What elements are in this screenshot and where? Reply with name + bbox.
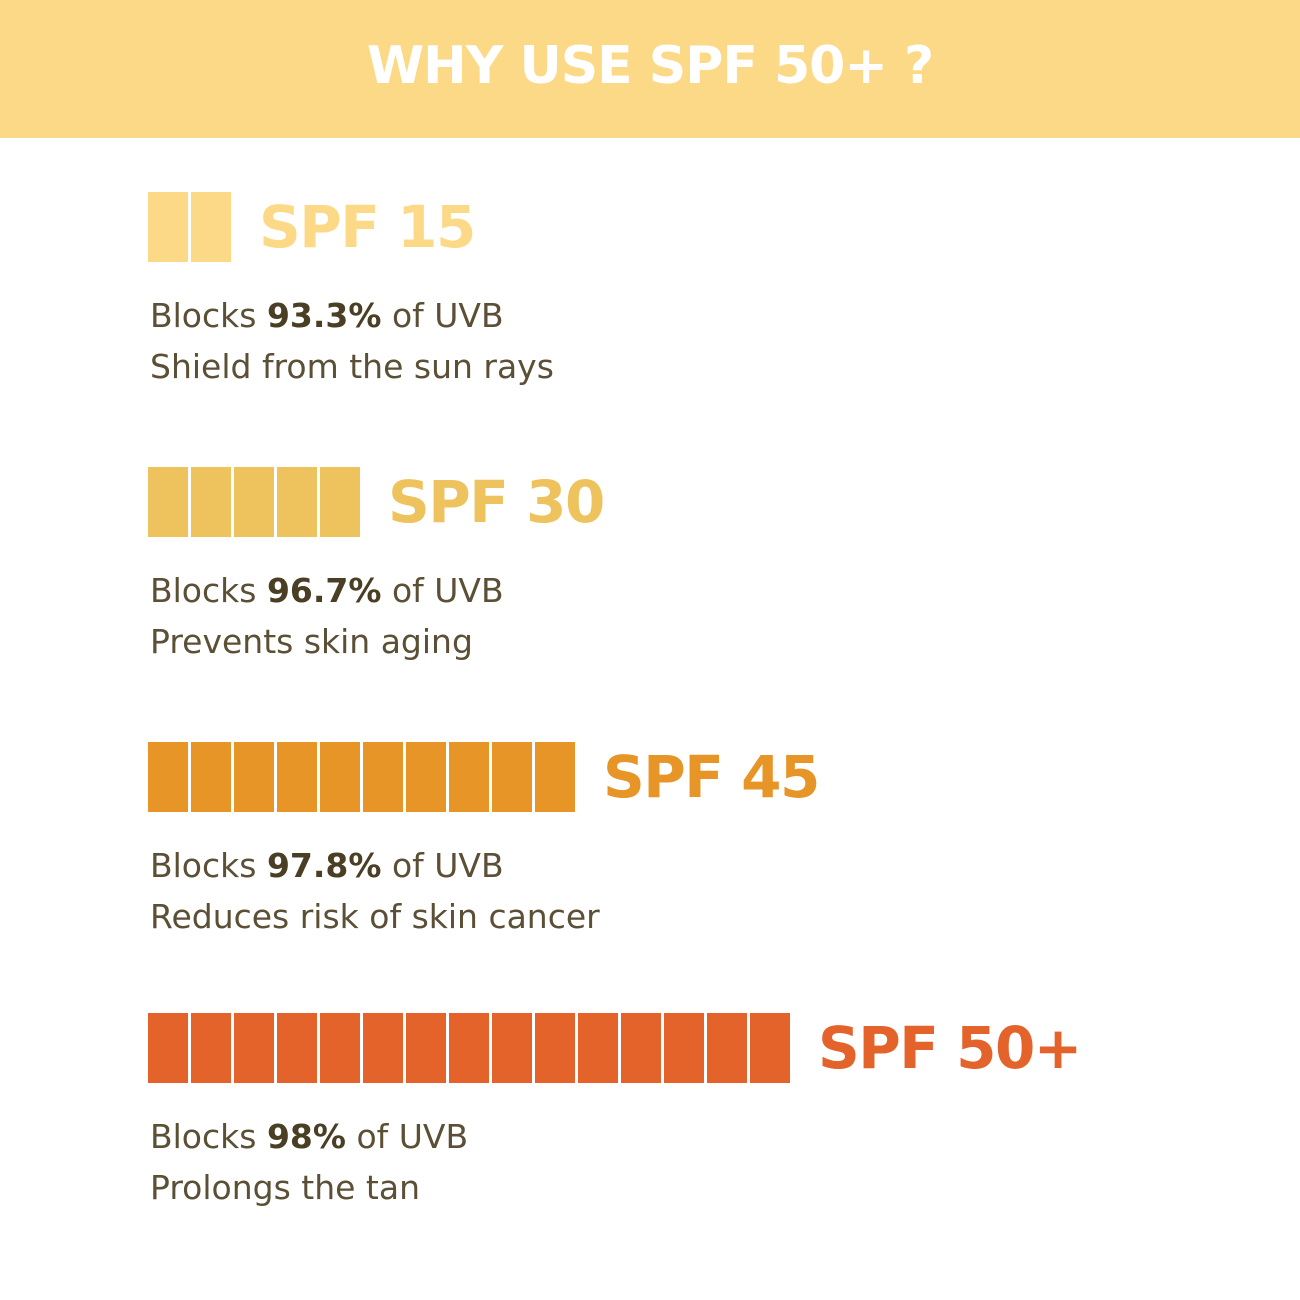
bar-segment xyxy=(750,1013,790,1083)
spf-50-bar xyxy=(148,1013,790,1083)
bar-segment xyxy=(492,742,532,812)
bar-segment xyxy=(621,1013,661,1083)
bar-segment xyxy=(492,1013,532,1083)
bar-segment xyxy=(148,742,188,812)
spf-30-percent: 96.7% xyxy=(266,571,382,610)
bar-segment xyxy=(449,1013,489,1083)
spf-15-description: Blocks 93.3% of UVB Shield from the sun … xyxy=(150,290,554,392)
bar-segment xyxy=(320,1013,360,1083)
spf-30-blocks-prefix: Blocks xyxy=(150,571,257,610)
spf-15-blocks-suffix: of UVB xyxy=(391,296,504,335)
bar-segment xyxy=(191,1013,231,1083)
page-title: WHY USE SPF 50+ ? xyxy=(366,36,934,96)
bar-segment xyxy=(148,467,188,537)
spf-15-bar xyxy=(148,192,231,262)
spf-15-blocks-line: Blocks 93.3% of UVB xyxy=(150,290,554,341)
spf-30-description: Blocks 96.7% of UVB Prevents skin aging xyxy=(150,565,604,667)
spf-45-blocks-suffix: of UVB xyxy=(391,846,504,885)
bar-segment xyxy=(277,1013,317,1083)
spf-50-percent: 98% xyxy=(266,1117,346,1156)
spf-15-percent: 93.3% xyxy=(266,296,382,335)
spf-50-blocks-suffix: of UVB xyxy=(356,1117,469,1156)
spf-45-percent: 97.8% xyxy=(266,846,382,885)
bar-segment xyxy=(535,1013,575,1083)
spf-45-blocks-prefix: Blocks xyxy=(150,846,257,885)
bar-segment xyxy=(320,467,360,537)
bar-segment xyxy=(234,742,274,812)
spf-45-label: SPF 45 xyxy=(603,743,820,811)
spf-30-blocks-line: Blocks 96.7% of UVB xyxy=(150,565,604,616)
bar-segment xyxy=(320,742,360,812)
spf-45-bar xyxy=(148,742,575,812)
header-banner: WHY USE SPF 50+ ? xyxy=(0,0,1300,138)
spf-45-blocks-line: Blocks 97.8% of UVB xyxy=(150,840,819,891)
spf-30-block: SPF 30 Blocks 96.7% of UVB Prevents skin… xyxy=(148,467,605,667)
bar-segment xyxy=(234,467,274,537)
bar-segment xyxy=(148,192,188,262)
bar-segment xyxy=(148,1013,188,1083)
spf-30-label: SPF 30 xyxy=(388,468,605,536)
spf-50-description: Blocks 98% of UVB Prolongs the tan xyxy=(150,1111,1081,1213)
bar-segment xyxy=(363,742,403,812)
spf-50-bar-row: SPF 50+ xyxy=(148,1013,1082,1083)
bar-segment xyxy=(664,1013,704,1083)
bar-segment xyxy=(449,742,489,812)
bar-segment xyxy=(191,742,231,812)
spf-45-block: SPF 45 Blocks 97.8% of UVB Reduces risk … xyxy=(148,742,820,942)
spf-50-label: SPF 50+ xyxy=(818,1014,1082,1082)
spf-45-bar-row: SPF 45 xyxy=(148,742,820,812)
spf-30-bar-row: SPF 30 xyxy=(148,467,605,537)
bar-segment xyxy=(191,192,231,262)
bar-segment xyxy=(277,467,317,537)
spf-15-blocks-prefix: Blocks xyxy=(150,296,257,335)
spf-15-block: SPF 15 Blocks 93.3% of UVB Shield from t… xyxy=(148,192,554,392)
bar-segment xyxy=(578,1013,618,1083)
spf-30-benefit: Prevents skin aging xyxy=(150,622,473,661)
bar-segment xyxy=(363,1013,403,1083)
spf-15-benefit: Shield from the sun rays xyxy=(150,347,554,386)
spf-50-blocks-prefix: Blocks xyxy=(150,1117,257,1156)
spf-50-block: SPF 50+ Blocks 98% of UVB Prolongs the t… xyxy=(148,1013,1082,1213)
spf-30-blocks-suffix: of UVB xyxy=(391,571,504,610)
spf-45-description: Blocks 97.8% of UVB Reduces risk of skin… xyxy=(150,840,819,942)
bar-segment xyxy=(406,742,446,812)
spf-50-benefit: Prolongs the tan xyxy=(150,1168,420,1207)
spf-30-bar xyxy=(148,467,360,537)
bar-segment xyxy=(406,1013,446,1083)
bar-segment xyxy=(191,467,231,537)
spf-50-blocks-line: Blocks 98% of UVB xyxy=(150,1111,1081,1162)
spf-15-label: SPF 15 xyxy=(259,193,476,261)
bar-segment xyxy=(535,742,575,812)
spf-15-bar-row: SPF 15 xyxy=(148,192,554,262)
bar-segment xyxy=(277,742,317,812)
spf-45-benefit: Reduces risk of skin cancer xyxy=(150,897,600,936)
bar-segment xyxy=(234,1013,274,1083)
bar-segment xyxy=(707,1013,747,1083)
